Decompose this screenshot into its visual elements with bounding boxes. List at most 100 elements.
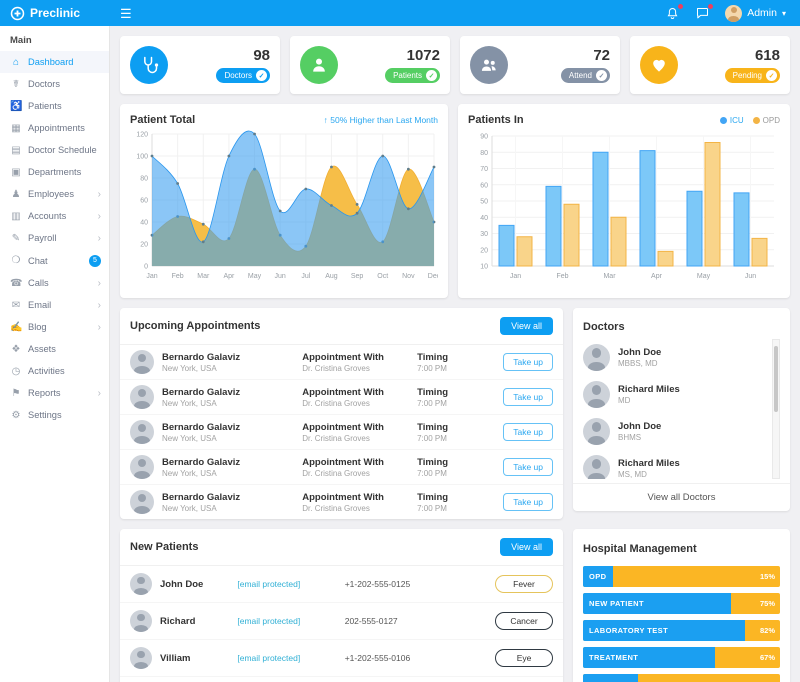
sidebar-item-patients[interactable]: ♿ Patients: [10, 100, 62, 112]
appointment-with-label: Appointment With: [302, 491, 384, 503]
check-icon: ✓: [766, 70, 777, 81]
take-up-button[interactable]: Take up: [503, 458, 553, 476]
new-patient-row: John Doe [email protected] +1-202-555-0125…: [120, 566, 563, 603]
sidebar-item-dashboard[interactable]: ⌂ Dashboard: [0, 51, 109, 73]
check-icon: ✓: [256, 70, 267, 81]
notification-badge: [677, 2, 685, 10]
view-all-appointments-button[interactable]: View all: [500, 317, 553, 335]
svg-text:Feb: Feb: [556, 273, 568, 280]
appointment-patient-location: New York, USA: [162, 398, 217, 408]
svg-text:Jan: Jan: [146, 273, 157, 280]
sidebar-item-payroll[interactable]: ✎ Payroll ›: [11, 232, 101, 244]
svg-text:Jan: Jan: [510, 273, 521, 280]
appointment-patient-location: New York, USA: [162, 363, 217, 373]
messages-icon[interactable]: [695, 2, 715, 21]
appointment-time: 7:00 PM: [417, 398, 447, 408]
assets-icon: ❖: [11, 343, 21, 355]
appointment-time: 7:00 PM: [417, 433, 447, 443]
patient-total-title: Patient Total: [130, 114, 196, 126]
hospital-bar-treatment: TREATMENT 67%: [583, 647, 780, 668]
svg-text:120: 120: [136, 132, 148, 139]
view-all-patients-button[interactable]: View all: [500, 538, 553, 556]
sidebar-item-appointments[interactable]: ▦ Appointments: [11, 122, 85, 134]
sidebar-item-reports[interactable]: ⚑ Reports ›: [11, 387, 101, 399]
appointment-patient-name: Bernardo Galaviz: [162, 456, 241, 468]
sidebar-item-employees[interactable]: ♟ Employees ›: [11, 188, 101, 200]
admin-menu[interactable]: Admin ▾: [725, 4, 786, 22]
trend-annotation: ↑ 50% Higher than Last Month: [323, 115, 438, 125]
patient-email-link[interactable]: [email protected]: [237, 579, 301, 589]
hospital-bar-fill: NEW PATIENT: [583, 593, 731, 614]
patient-email-link[interactable]: [email protected]: [237, 616, 301, 626]
appointment-row: Bernardo Galaviz New York, USA Appointment…: [120, 415, 563, 450]
sidebar-item-doctors[interactable]: ☤ Doctors: [0, 73, 109, 95]
view-all-doctors-link[interactable]: View all Doctors: [573, 483, 790, 511]
hospital-bar-value: 82%: [759, 626, 775, 635]
appointment-patient-location: New York, USA: [162, 468, 217, 478]
patient-phone: +1-202-555-0125: [344, 579, 411, 589]
stat-badge: Doctors ✓: [216, 68, 270, 83]
doctor-schedule-icon: ▤: [11, 144, 21, 156]
opd-legend-dot: [752, 116, 760, 124]
hospital-bar-value: 15%: [759, 572, 775, 581]
take-up-button[interactable]: Take up: [503, 353, 553, 371]
appointment-row: Bernardo Galaviz New York, USA Appointment…: [120, 485, 563, 519]
sidebar-item-calls[interactable]: ☎ Calls ›: [10, 277, 101, 289]
app-header: Preclinic ☰ Admin ▾: [0, 0, 800, 26]
main-content: 98 Doctors ✓ 1072 Patients ✓ 72 Attend ✓: [110, 26, 800, 682]
sidebar-item-accounts[interactable]: ▥ Accounts ›: [11, 210, 101, 222]
sidebar-item-departments[interactable]: ▣ Departments: [11, 166, 82, 178]
appointment-row: Bernardo Galaviz New York, USA Appointment…: [120, 450, 563, 485]
chevron-down-icon: ▾: [781, 8, 786, 18]
sidebar-item-assets[interactable]: ❖ Assets: [11, 343, 56, 355]
patient-total-card: Patient Total ↑ 50% Higher than Last Mon…: [120, 104, 448, 298]
patient-avatar: [130, 490, 154, 514]
sidebar-item-doctor-schedule[interactable]: ▤ Doctor Schedule: [11, 144, 97, 156]
patient-email-link[interactable]: [email protected]: [237, 653, 301, 663]
check-icon: ✓: [596, 70, 607, 81]
doctor-avatar: [583, 381, 610, 408]
doctor-list-item[interactable]: John Doe BHMS: [583, 413, 768, 450]
doctors-icon: ☤: [12, 78, 20, 90]
timing-label: Timing: [417, 386, 449, 398]
sidebar-item-email[interactable]: ✉ Email ›: [11, 299, 101, 311]
scrollbar-thumb[interactable]: [774, 346, 778, 412]
doctor-list-item[interactable]: Richard Miles MD: [583, 376, 768, 413]
appointment-row: Bernardo Galaviz New York, USA Appointment…: [120, 345, 563, 380]
take-up-button[interactable]: Take up: [503, 423, 553, 441]
doctor-degree: MD: [618, 396, 631, 405]
disease-badge: Fever: [495, 575, 554, 593]
svg-text:Mar: Mar: [603, 273, 616, 280]
chat-icon: ❍: [11, 255, 21, 266]
svg-text:Sep: Sep: [351, 273, 364, 280]
svg-text:May: May: [248, 273, 262, 280]
sidebar-item-activities[interactable]: ◷ Activities: [11, 365, 65, 377]
check-icon: ✓: [426, 70, 437, 81]
stat-value: 98: [253, 47, 270, 64]
take-up-button[interactable]: Take up: [503, 388, 553, 406]
scrollbar[interactable]: [772, 339, 780, 479]
patients-icon: ♿: [10, 100, 23, 112]
sidebar-item-settings[interactable]: ⚙ Settings: [11, 409, 62, 421]
sidebar-item-blog[interactable]: ✍ Blog ›: [10, 321, 101, 333]
appointment-time: 7:00 PM: [417, 363, 447, 373]
doctor-list-item[interactable]: John Doe MBBS, MD: [583, 339, 768, 376]
sidebar-item-chat[interactable]: ❍ Chat 5: [0, 249, 109, 272]
patient-avatar: [130, 385, 154, 409]
svg-text:Mar: Mar: [197, 273, 210, 280]
patient-icon: [300, 46, 338, 84]
take-up-button[interactable]: Take up: [503, 493, 553, 511]
menu-toggle-icon[interactable]: ☰: [120, 5, 132, 21]
appointment-patient-name: Bernardo Galaviz: [162, 351, 241, 363]
appointments-list: Bernardo Galaviz New York, USA Appointment…: [120, 345, 563, 519]
brand[interactable]: Preclinic: [0, 6, 110, 21]
chart-legend: ICU OPD: [719, 116, 780, 125]
appointments-title: Upcoming Appointments: [130, 320, 261, 332]
hospital-bar-fill: LABORATORY TEST: [583, 620, 745, 641]
doctors-card: Doctors John Doe MBBS, MD Richard Miles MD J…: [573, 308, 790, 511]
email-icon: ✉: [11, 299, 21, 311]
heart-pulse-icon: [640, 46, 678, 84]
reports-icon: ⚑: [11, 387, 21, 399]
notifications-bell-icon[interactable]: [665, 2, 685, 21]
doctor-list-item[interactable]: Richard Miles MS, MD: [583, 450, 768, 479]
